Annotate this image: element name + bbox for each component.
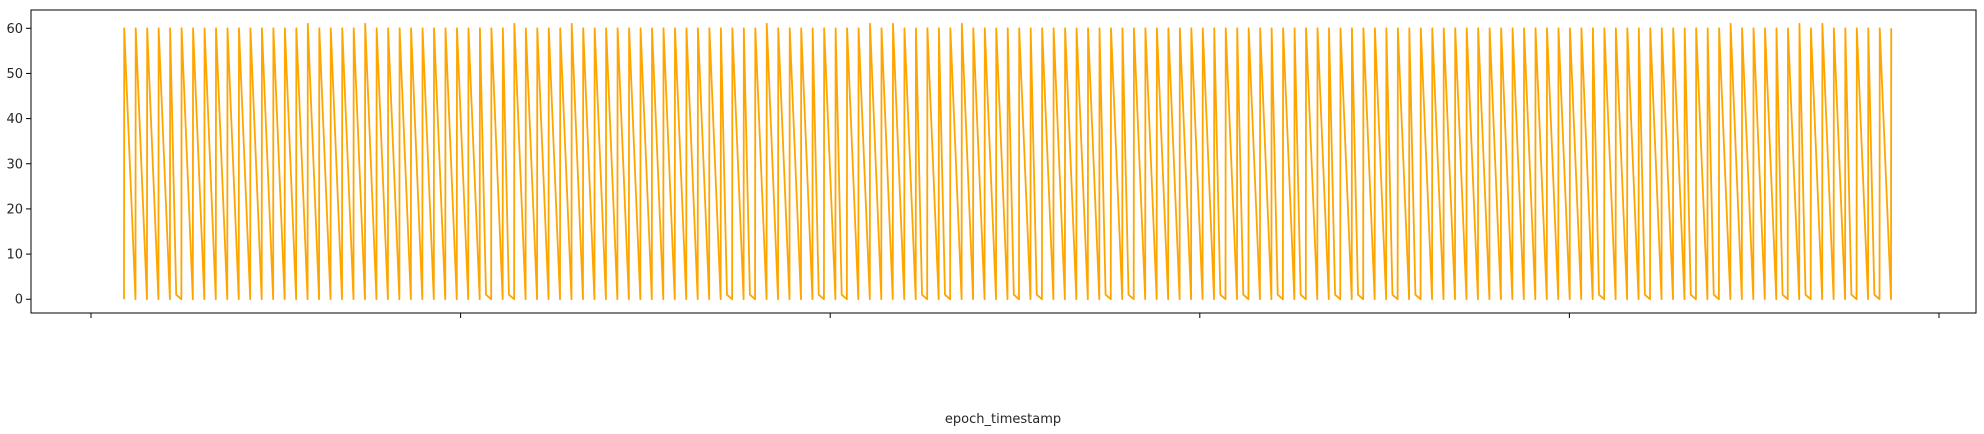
y-tick-label: 60 <box>6 22 23 37</box>
y-tick-label: 0 <box>15 293 23 308</box>
series-line <box>123 22 1893 301</box>
y-tick-label: 10 <box>6 248 23 263</box>
x-axis-ticks <box>90 313 1940 318</box>
y-tick-label: 50 <box>6 67 23 82</box>
axes-frame <box>30 9 1977 314</box>
y-tick-label: 40 <box>6 112 23 127</box>
y-axis-ticks: 0 10 20 30 40 50 60 <box>6 22 31 308</box>
plot-area: 0 10 20 30 40 50 60 <box>6 9 1977 318</box>
series-layer <box>123 22 1893 301</box>
y-tick-label: 30 <box>6 157 23 172</box>
x-axis-label: epoch_timestamp <box>945 412 1061 427</box>
y-tick-label: 20 <box>6 202 23 217</box>
